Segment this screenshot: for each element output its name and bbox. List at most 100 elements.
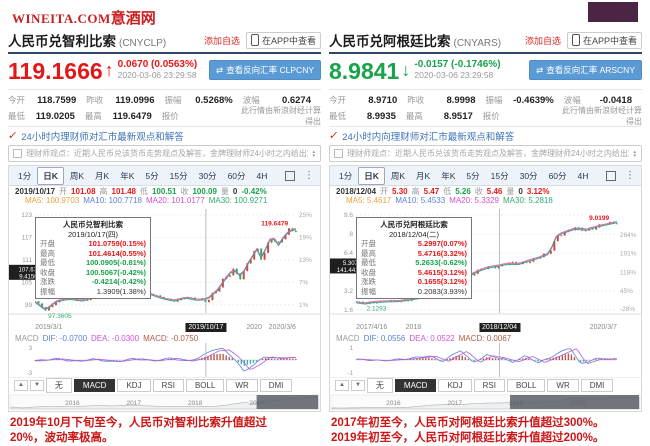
kline-tab-4H[interactable]: 4H: [573, 169, 594, 183]
indicator-tab-无[interactable]: 无: [367, 378, 393, 393]
indicator-tab-WR[interactable]: WR: [226, 379, 257, 392]
site-header: WINEITA.COM意酒网: [0, 0, 650, 28]
svg-text:2017: 2017: [127, 400, 142, 407]
indicator-tab-MACD[interactable]: MACD: [74, 379, 116, 392]
pair-code: (CNYARS): [454, 38, 502, 49]
info-part: 100.51: [152, 187, 176, 196]
info-part: 0: [518, 187, 522, 196]
svg-text:-3: -3: [27, 371, 33, 377]
more-options-icon[interactable]: ⋮: [623, 170, 637, 181]
indicator-tab-RSI[interactable]: RSI: [153, 379, 184, 392]
info-part: 5.47: [424, 187, 440, 196]
kline-tab-日K[interactable]: 日K: [358, 167, 385, 185]
reverse-rate-button[interactable]: ⇄查看反向汇率 ARSCNY: [529, 60, 642, 80]
logo-cn: 意酒网: [111, 10, 156, 27]
scroll-up-icon[interactable]: ▲: [335, 380, 349, 391]
scroll-down-icon[interactable]: ▼: [30, 380, 44, 391]
indicator-tab-KDJ[interactable]: KDJ: [438, 379, 471, 392]
indicator-tab-BOLL[interactable]: BOLL: [186, 379, 224, 392]
stat-value: 119.6479: [107, 111, 152, 122]
kline-tab-日K[interactable]: 日K: [37, 167, 64, 185]
fullscreen-icon[interactable]: [606, 171, 616, 181]
kline-tab-30分[interactable]: 30分: [515, 168, 543, 184]
site-logo[interactable]: WINEITA.COM意酒网: [12, 7, 156, 28]
ask-analyst-box[interactable]: 理财师观点：近期人民币兑该货币走势观点及解答，金牌理财师24小时之内给出观点及解…: [329, 145, 642, 162]
svg-text:2016: 2016: [65, 400, 80, 407]
info-part: 101.08: [71, 187, 95, 196]
macd-chart[interactable]: 1 -1: [330, 343, 641, 377]
indicator-tab-DMI[interactable]: DMI: [260, 379, 293, 392]
info-part: 收: [180, 186, 188, 196]
indicator-tab-WR[interactable]: WR: [547, 379, 578, 392]
kline-tab-1分[interactable]: 1分: [334, 168, 357, 184]
add-watchlist-link[interactable]: 添加自选: [525, 34, 561, 47]
kline-tab-30分[interactable]: 30分: [194, 168, 222, 184]
kline-tab-15分[interactable]: 15分: [165, 168, 193, 184]
checkbox[interactable]: [334, 149, 343, 158]
stat-value: 0.6274: [266, 95, 312, 106]
stat-value: 8.9935: [351, 111, 396, 122]
svg-text:6.4: 6.4: [344, 250, 353, 257]
indicator-tab-DMI[interactable]: DMI: [581, 379, 614, 392]
kline-tab-1分[interactable]: 1分: [13, 168, 36, 184]
kline-tab-月K[interactable]: 月K: [411, 168, 435, 184]
indicator-tab-BOLL[interactable]: BOLL: [507, 379, 545, 392]
kline-tab-月K[interactable]: 月K: [90, 168, 114, 184]
indicator-tab-RSI[interactable]: RSI: [474, 379, 505, 392]
info-part: 高: [100, 186, 108, 196]
indicator-tab-MACD[interactable]: MACD: [395, 379, 437, 392]
kline-tab-5分[interactable]: 5分: [140, 168, 163, 184]
info-part: 量: [221, 186, 229, 196]
kline-tab-年K[interactable]: 年K: [436, 168, 460, 184]
ask-analyst-placeholder: 理财师观点：近期人民币兑该货币走势观点及解答，金牌理财师24小时之内给出观点及解…: [347, 148, 629, 159]
scroll-up-icon[interactable]: ▲: [14, 380, 28, 391]
stat-value: 8.9710: [352, 95, 398, 106]
info-part: MA5: 5.4617: [346, 196, 391, 205]
view-in-app-button[interactable]: 在APP中查看: [567, 32, 642, 49]
ask-analyst-box[interactable]: 理财师观点：近期人民币兑该货币走势观点及解答，金牌理财师24小时之内给出观点及解…: [8, 145, 321, 162]
kline-tab-年K[interactable]: 年K: [115, 168, 139, 184]
checkbox[interactable]: [13, 149, 22, 158]
expand-toggle[interactable]: ▲▼: [633, 150, 637, 158]
kline-tab-15分[interactable]: 15分: [486, 168, 514, 184]
expand-toggle[interactable]: ▲▼: [312, 150, 316, 158]
more-options-icon[interactable]: ⋮: [302, 170, 316, 181]
reverse-rate-button[interactable]: ⇄查看反向汇率 CLPCNY: [209, 60, 321, 80]
analyst-qa-link[interactable]: 24小时内向理财师对汇市最新观点和解答: [342, 129, 514, 143]
crosshair-date-label: 2019/10/17: [185, 323, 226, 332]
indicator-tab-KDJ[interactable]: KDJ: [117, 379, 150, 392]
kline-tab-周K[interactable]: 周K: [65, 168, 89, 184]
view-in-app-button[interactable]: 在APP中查看: [246, 32, 321, 49]
scroll-down-icon[interactable]: ▼: [351, 380, 365, 391]
title-divider: [329, 52, 642, 54]
analyst-qa-link[interactable]: 24小时内理财师对汇市最新观点和解答: [21, 129, 184, 143]
kline-tab-60分[interactable]: 60分: [544, 168, 572, 184]
kline-tab-60分[interactable]: 60分: [223, 168, 251, 184]
stat-label: 振幅: [165, 94, 188, 106]
quote-source-note: 此行情由新浪财经计算得出: [560, 105, 642, 127]
macd-chart[interactable]: 3-3: [9, 343, 320, 377]
kline-tab-5分[interactable]: 5分: [461, 168, 484, 184]
fullscreen-icon[interactable]: [285, 171, 295, 181]
add-watchlist-link[interactable]: 添加自选: [204, 34, 240, 47]
price-up-arrow: ↑: [105, 57, 114, 83]
info-part: MACD: [336, 334, 360, 343]
svg-text:1: 1: [350, 346, 354, 352]
svg-text:-1: -1: [348, 371, 354, 377]
info-part: MACD: 0.0067: [459, 334, 511, 343]
quote-timestamp: 2020-03-06 23:29:58: [118, 70, 198, 81]
svg-text:13%: 13%: [299, 257, 312, 264]
promo-banner[interactable]: [588, 2, 638, 22]
indicator-tab-无[interactable]: 无: [46, 378, 72, 393]
info-part: 5.26: [455, 187, 471, 196]
kline-tab-4H[interactable]: 4H: [252, 169, 273, 183]
kline-tab-周K[interactable]: 周K: [386, 168, 410, 184]
annotation-text: 2017年初至今，人民币对阿根廷比索升值超过300%。2019年初至今，人民币对…: [331, 416, 640, 446]
